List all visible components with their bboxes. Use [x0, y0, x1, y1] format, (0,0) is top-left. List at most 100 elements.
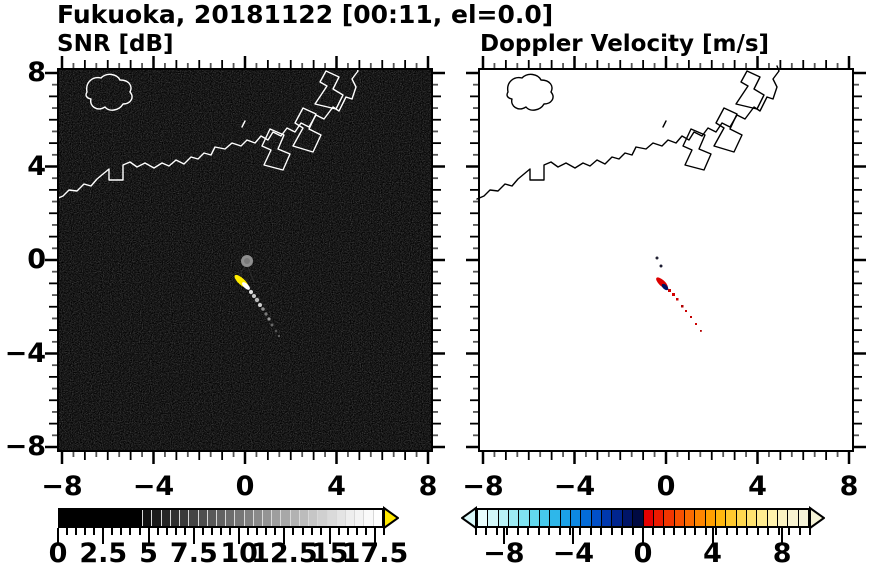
colorbar-segment [109, 510, 118, 526]
colorbar-segment [345, 510, 355, 526]
colorbar-segment [363, 510, 373, 526]
colorbar-tick-label: 2.5 [79, 538, 128, 569]
colorbar-tick-label: 5 [139, 538, 158, 569]
x-tick-label: 4 [327, 471, 346, 502]
colorbar-segment [508, 510, 519, 526]
colorbar-segment [776, 510, 788, 526]
colorbar-minor-tick [704, 528, 707, 535]
colorbar-minor-tick [652, 528, 655, 535]
colorbar-segment [487, 510, 498, 526]
colorbar-segment [298, 510, 309, 526]
colorbar-minor-tick [673, 528, 676, 535]
colorbar-major-tick [642, 528, 644, 544]
colorbar-minor-tick [301, 528, 304, 535]
snr-colorbar-labels: 0 2.5 5 7.5 10 12.5 15 17.5 [49, 538, 409, 570]
velocity-speck-1 [655, 256, 659, 260]
snr-echo-features [234, 255, 280, 337]
snr-colorbar [58, 508, 384, 528]
colorbar-minor-tick [777, 528, 780, 535]
colorbar-segment [179, 510, 189, 526]
colorbar-minor-tick [319, 528, 322, 535]
snr-x-axis-labels: −8 −4 0 4 8 [41, 471, 437, 503]
colorbar-segment [243, 510, 253, 526]
colorbar-tick-label: 4 [703, 538, 722, 569]
x-tick-label: −4 [553, 471, 596, 502]
colorbar-segment [601, 510, 612, 526]
colorbar-minor-tick [337, 528, 340, 535]
colorbar-minor-tick [589, 528, 592, 535]
colorbar-segment [308, 510, 318, 526]
colorbar-minor-tick [495, 528, 498, 535]
colorbar-minor-tick [516, 528, 519, 535]
colorbar-segment [580, 510, 591, 526]
colorbar-segment [60, 510, 69, 526]
colorbar-segment [714, 510, 726, 526]
colorbar-major-tick [373, 528, 376, 544]
colorbar-segment [326, 510, 336, 526]
snr-panel-title: SNR [dB] [57, 31, 174, 57]
velocity-colorbar-over-arrow [809, 506, 825, 530]
colorbar-minor-tick [75, 528, 78, 535]
colorbar-major-tick [57, 528, 59, 544]
colorbar-minor-tick [579, 528, 582, 535]
colorbar-segment [289, 510, 299, 526]
colorbar-minor-tick [93, 528, 96, 535]
colorbar-segment [262, 510, 272, 526]
colorbar-minor-tick [548, 528, 551, 535]
colorbar-minor-tick [527, 528, 530, 535]
colorbar-segment [683, 510, 695, 526]
colorbar-segment [590, 510, 602, 526]
colorbar-major-tick [283, 528, 286, 544]
colorbar-minor-tick [346, 528, 349, 535]
y-tick-label: 4 [27, 150, 46, 182]
colorbar-major-tick [572, 528, 575, 544]
snr-colorbar-ticks [57, 528, 385, 546]
colorbar-minor-tick [364, 528, 367, 535]
colorbar-minor-tick [537, 528, 540, 535]
colorbar-segment [215, 510, 226, 526]
colorbar-minor-tick [485, 528, 488, 535]
velocity-background [478, 68, 854, 452]
colorbar-segment [354, 510, 364, 526]
radar-origin-disk-core [244, 258, 250, 264]
colorbar-segment [280, 510, 290, 526]
colorbar-segment [735, 510, 746, 526]
colorbar-segment [117, 510, 126, 526]
colorbar-segment [84, 510, 93, 526]
colorbar-minor-tick [767, 528, 770, 535]
colorbar-minor-tick [631, 528, 634, 535]
colorbar-segment [478, 510, 488, 526]
colorbar-minor-tick [229, 528, 232, 535]
snr-colorbar-over-arrow [383, 506, 399, 530]
velocity-colorbar-under-arrow [461, 506, 477, 530]
velocity-echo-features [655, 256, 702, 332]
velocity-colorbar-labels: −8 −4 0 4 8 [476, 538, 810, 570]
colorbar-minor-tick [274, 528, 277, 535]
colorbar-segment [632, 510, 643, 526]
colorbar-minor-tick [798, 528, 801, 535]
y-tick-label: 8 [27, 57, 46, 88]
colorbar-minor-tick [138, 528, 141, 535]
colorbar-segment [271, 510, 281, 526]
colorbar-segment [252, 510, 263, 526]
colorbar-segment [570, 510, 581, 526]
colorbar-minor-tick [558, 528, 561, 535]
colorbar-minor-tick [683, 528, 686, 535]
colorbar-tick-label: 10 [220, 538, 258, 569]
colorbar-minor-tick [265, 528, 268, 535]
colorbar-tick-label: 0 [48, 538, 68, 569]
colorbar-segment [673, 510, 684, 526]
colorbar-minor-tick [662, 528, 665, 535]
colorbar-segment [317, 510, 327, 526]
snr-echo-streak-core [242, 282, 250, 290]
colorbar-segment [745, 510, 757, 526]
colorbar-segment [151, 510, 161, 526]
colorbar-minor-tick [129, 528, 132, 535]
colorbar-major-tick [502, 528, 505, 544]
colorbar-segment [335, 510, 345, 526]
colorbar-segment [539, 510, 550, 526]
colorbar-segment [549, 510, 560, 526]
snr-plot [45, 56, 445, 464]
colorbar-segment [497, 510, 509, 526]
